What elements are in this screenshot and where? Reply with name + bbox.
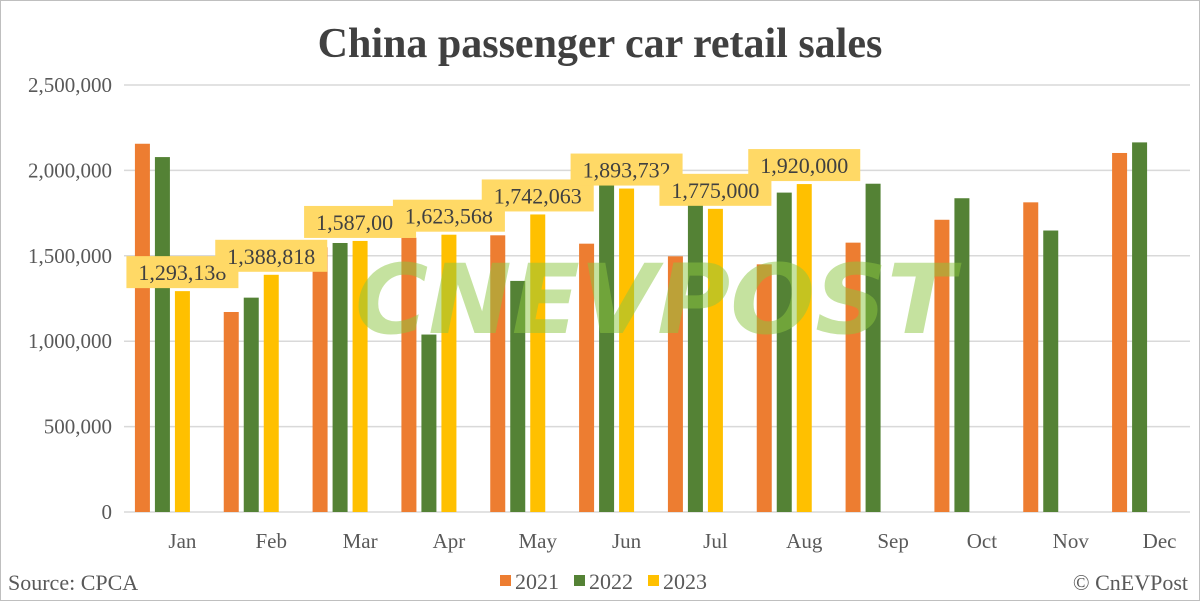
bar-2022-Aug: [776, 192, 792, 512]
bar-2021-May: [490, 235, 506, 512]
bar-2021-Jan: [134, 143, 150, 513]
bar-2022-May: [510, 280, 526, 512]
data-label: 1,775,000: [671, 178, 759, 203]
data-label: 1,920,000: [760, 153, 848, 178]
legend: 2021 2022 2023: [500, 569, 707, 594]
legend-swatch-2023: [648, 575, 659, 586]
y-axis: 0 500,000 1,000,000 1,500,000 2,000,000 2,500…: [28, 73, 112, 524]
x-tick-label: Jul: [703, 529, 728, 553]
bar-2021-Dec: [1112, 152, 1128, 512]
bar-2023-May: [530, 214, 546, 513]
x-tick-label: Dec: [1143, 529, 1177, 553]
bar-2023-Jul: [707, 208, 723, 512]
data-label: 1,293,138: [138, 260, 226, 285]
y-tick-label: 500,000: [44, 415, 112, 439]
legend-swatch-2021: [500, 575, 511, 586]
bar-2022-Apr: [421, 334, 437, 512]
bar-2023-Feb: [263, 274, 279, 512]
x-tick-label: Apr: [433, 529, 466, 553]
data-label: 1,893,732: [583, 158, 671, 183]
bar-2023-Jun: [619, 188, 635, 512]
x-tick-label: Aug: [786, 529, 823, 553]
bar-2022-Nov: [1043, 230, 1059, 512]
bar-2021-Oct: [934, 219, 950, 512]
y-tick-label: 1,000,000: [28, 329, 112, 353]
x-axis: Jan Feb Mar Apr May Jun Jul Aug Sep Oct Nov Dec: [168, 529, 1176, 553]
data-label: 1,587,000: [316, 210, 404, 235]
bar-2021-Nov: [1023, 202, 1039, 512]
legend-label: 2022: [589, 569, 633, 594]
legend-swatch-2022: [574, 575, 585, 586]
copyright-note: © CnEVPost: [1073, 570, 1188, 595]
legend-label: 2021: [515, 569, 559, 594]
bar-2023-Jan: [174, 291, 190, 512]
bar-2021-Feb: [223, 311, 239, 512]
x-tick-label: Sep: [877, 529, 909, 553]
bar-2022-Feb: [243, 297, 259, 512]
y-tick-label: 1,500,000: [28, 244, 112, 268]
data-label-box: [215, 239, 328, 272]
watermark-logo: CNEVPOST: [355, 244, 962, 356]
bar-2021-Sep: [845, 242, 861, 512]
x-tick-label: Jan: [168, 529, 196, 553]
bar-2021-Jul: [667, 256, 683, 512]
bar-2022-Jun: [599, 181, 615, 512]
chart-title: China passenger car retail sales: [318, 21, 883, 67]
bar-2022-Mar: [332, 242, 348, 513]
bar-2022-Sep: [865, 183, 881, 512]
x-tick-label: Nov: [1053, 529, 1090, 553]
bar-2022-Jul: [687, 201, 703, 513]
data-label: 1,388,818: [227, 244, 315, 269]
bar-2021-Apr: [401, 237, 417, 513]
bar-2022-Dec: [1132, 142, 1148, 512]
bar-2023-Aug: [796, 184, 812, 512]
bar-2021-Aug: [756, 264, 772, 512]
x-tick-label: Oct: [967, 529, 997, 553]
x-tick-label: May: [519, 529, 558, 553]
legend-label: 2023: [663, 569, 707, 594]
bar-2021-Jun: [579, 243, 595, 512]
y-tick-label: 2,500,000: [28, 73, 112, 97]
bar-2021-Mar: [312, 247, 328, 512]
bar-2023-Mar: [352, 240, 368, 512]
x-tick-label: Mar: [343, 529, 378, 553]
bar-2023-Apr: [441, 234, 457, 512]
x-tick-label: Feb: [256, 529, 288, 553]
y-tick-label: 0: [102, 500, 113, 524]
bars: [134, 142, 1148, 513]
source-note: Source: CPCA: [8, 570, 138, 595]
bar-2022-Oct: [954, 198, 970, 512]
y-tick-label: 2,000,000: [28, 158, 112, 182]
x-tick-label: Jun: [612, 529, 642, 553]
data-label: 1,742,063: [494, 183, 582, 208]
bar-2022-Jan: [154, 157, 170, 512]
data-label: 1,623,568: [405, 204, 493, 229]
data-label-box: [748, 149, 861, 182]
